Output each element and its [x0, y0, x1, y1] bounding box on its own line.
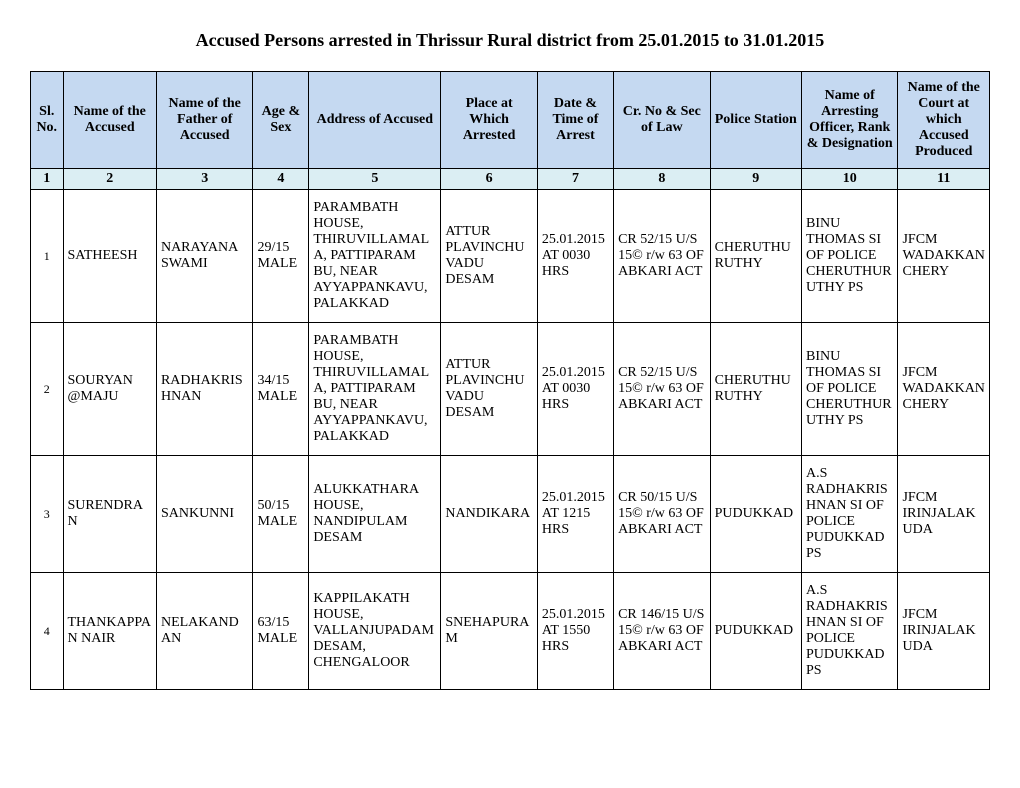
colnum-row: 1 2 3 4 5 6 7 8 9 10 11 — [31, 169, 990, 190]
table-row: 1 SATHEESH NARAYANA SWAMI 29/15 MALE PAR… — [31, 190, 990, 323]
cell-court: JFCM IRINJALAKUDA — [898, 456, 990, 573]
cell-crno: CR 146/15 U/S 15© r/w 63 OF ABKARI ACT — [614, 573, 711, 690]
cell-father: RADHAKRISHNAN — [156, 323, 253, 456]
cell-place: ATTUR PLAVINCHUVADU DESAM — [441, 323, 538, 456]
cell-officer: BINU THOMAS SI OF POLICE CHERUTHURUTHY P… — [801, 190, 898, 323]
n2: 2 — [63, 169, 156, 190]
page-title: Accused Persons arrested in Thrissur Rur… — [30, 30, 990, 51]
cell-age: 34/15 MALE — [253, 323, 309, 456]
table-row: 2 SOURYAN @MAJU RADHAKRISHNAN 34/15 MALE… — [31, 323, 990, 456]
cell-place: NANDIKARA — [441, 456, 538, 573]
n10: 10 — [801, 169, 898, 190]
cell-officer: BINU THOMAS SI OF POLICE CHERUTHURUTHY P… — [801, 323, 898, 456]
cell-age: 50/15 MALE — [253, 456, 309, 573]
cell-father: NELAKANDAN — [156, 573, 253, 690]
cell-date: 25.01.2015 AT 1550 HRS — [537, 573, 613, 690]
n4: 4 — [253, 169, 309, 190]
cell-name: THANKAPPAN NAIR — [63, 573, 156, 690]
cell-name: SURENDRAN — [63, 456, 156, 573]
h-age: Age & Sex — [253, 72, 309, 169]
cell-sl: 1 — [31, 190, 64, 323]
cell-station: CHERUTHURUTHY — [710, 323, 801, 456]
h-father: Name of the Father of Accused — [156, 72, 253, 169]
cell-place: ATTUR PLAVINCHUVADU DESAM — [441, 190, 538, 323]
n7: 7 — [537, 169, 613, 190]
arrest-table: Sl. No. Name of the Accused Name of the … — [30, 71, 990, 690]
cell-station: CHERUTHURUTHY — [710, 190, 801, 323]
cell-name: SATHEESH — [63, 190, 156, 323]
table-row: 4 THANKAPPAN NAIR NELAKANDAN 63/15 MALE … — [31, 573, 990, 690]
cell-date: 25.01.2015 AT 1215 HRS — [537, 456, 613, 573]
cell-date: 25.01.2015 AT 0030 HRS — [537, 190, 613, 323]
n8: 8 — [614, 169, 711, 190]
n1: 1 — [31, 169, 64, 190]
h-place: Place at Which Arrested — [441, 72, 538, 169]
cell-sl: 3 — [31, 456, 64, 573]
cell-address: ALUKKATHARA HOUSE, NANDIPULAM DESAM — [309, 456, 441, 573]
cell-station: PUDUKKAD — [710, 456, 801, 573]
cell-address: PARAMBATH HOUSE, THIRUVILLAMALA, PATTIPA… — [309, 190, 441, 323]
n3: 3 — [156, 169, 253, 190]
cell-court: JFCM WADAKKANCHERY — [898, 323, 990, 456]
cell-officer: A.S RADHAKRISHNAN SI OF POLICE PUDUKKAD … — [801, 573, 898, 690]
h-station: Police Station — [710, 72, 801, 169]
n9: 9 — [710, 169, 801, 190]
h-court: Name of the Court at which Accused Produ… — [898, 72, 990, 169]
cell-name: SOURYAN @MAJU — [63, 323, 156, 456]
n11: 11 — [898, 169, 990, 190]
h-sl: Sl. No. — [31, 72, 64, 169]
cell-crno: CR 52/15 U/S 15© r/w 63 OF ABKARI ACT — [614, 323, 711, 456]
cell-father: NARAYANA SWAMI — [156, 190, 253, 323]
cell-address: PARAMBATH HOUSE, THIRUVILLAMALA, PATTIPA… — [309, 323, 441, 456]
h-crno: Cr. No & Sec of Law — [614, 72, 711, 169]
cell-station: PUDUKKAD — [710, 573, 801, 690]
h-address: Address of Accused — [309, 72, 441, 169]
cell-age: 29/15 MALE — [253, 190, 309, 323]
cell-address: KAPPILAKATH HOUSE, VALLANJUPADAM DESAM, … — [309, 573, 441, 690]
cell-place: SNEHAPURAM — [441, 573, 538, 690]
cell-crno: CR 50/15 U/S 15© r/w 63 OF ABKARI ACT — [614, 456, 711, 573]
cell-father: SANKUNNI — [156, 456, 253, 573]
cell-officer: A.S RADHAKRISHNAN SI OF POLICE PUDUKKAD … — [801, 456, 898, 573]
cell-age: 63/15 MALE — [253, 573, 309, 690]
cell-court: JFCM IRINJALAKUDA — [898, 573, 990, 690]
cell-sl: 2 — [31, 323, 64, 456]
cell-court: JFCM WADAKKANCHERY — [898, 190, 990, 323]
cell-sl: 4 — [31, 573, 64, 690]
cell-crno: CR 52/15 U/S 15© r/w 63 OF ABKARI ACT — [614, 190, 711, 323]
header-row: Sl. No. Name of the Accused Name of the … — [31, 72, 990, 169]
n6: 6 — [441, 169, 538, 190]
h-officer: Name of Arresting Officer, Rank & Design… — [801, 72, 898, 169]
cell-date: 25.01.2015 AT 0030 HRS — [537, 323, 613, 456]
table-row: 3 SURENDRAN SANKUNNI 50/15 MALE ALUKKATH… — [31, 456, 990, 573]
h-date: Date & Time of Arrest — [537, 72, 613, 169]
n5: 5 — [309, 169, 441, 190]
h-name: Name of the Accused — [63, 72, 156, 169]
